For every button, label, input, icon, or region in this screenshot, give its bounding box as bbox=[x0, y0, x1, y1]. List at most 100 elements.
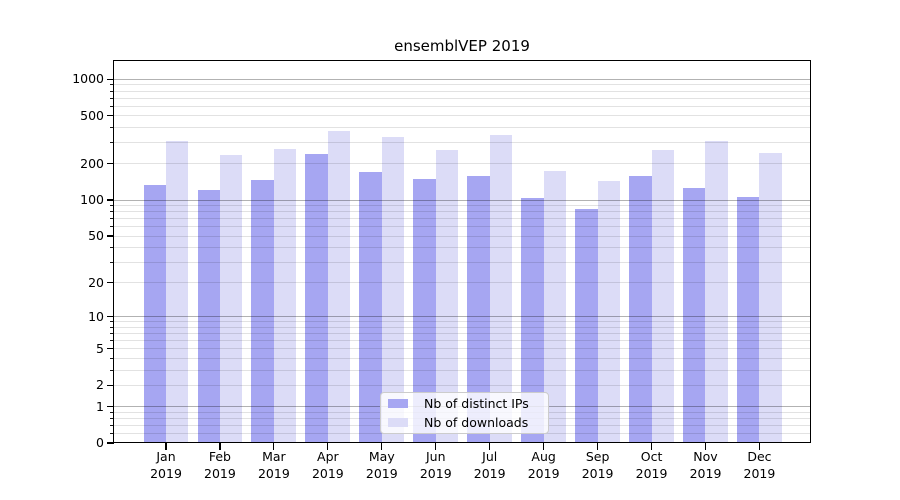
y-tick-label-100: 100 bbox=[80, 192, 104, 208]
y-tick-500 bbox=[106, 115, 114, 117]
x-tick-label-aug: Aug 2019 bbox=[527, 449, 560, 481]
bar-distinct-ips-feb bbox=[197, 190, 220, 443]
y-tick-label-10: 10 bbox=[88, 308, 104, 324]
y-minor-tick-8 bbox=[109, 326, 114, 328]
y-minor-tick-9 bbox=[109, 321, 114, 323]
bar-downloads-oct bbox=[651, 150, 674, 443]
x-tick-label-sep: Sep 2019 bbox=[581, 449, 614, 481]
x-tick-label-apr: Apr 2019 bbox=[311, 449, 344, 481]
y-minor-tick-70 bbox=[109, 218, 114, 220]
gridline-minor-5 bbox=[113, 348, 811, 350]
y-tick-1000 bbox=[106, 78, 114, 80]
x-tick-may bbox=[381, 443, 383, 450]
bar-distinct-ips-aug bbox=[521, 198, 544, 443]
gridline-minor-2 bbox=[113, 384, 811, 386]
gridline-minor-6 bbox=[113, 340, 811, 342]
x-tick-label-dec: Dec 2019 bbox=[743, 449, 776, 481]
y-tick-label-20: 20 bbox=[88, 274, 104, 290]
legend-item-downloads: Nb of downloads bbox=[381, 413, 548, 432]
y-minor-tick-300 bbox=[109, 142, 114, 144]
bar-distinct-ips-jul bbox=[467, 175, 490, 443]
y-tick-label-1000: 1000 bbox=[72, 71, 104, 87]
x-tick-jun bbox=[435, 443, 437, 450]
gridline-minor-800 bbox=[113, 90, 811, 92]
x-tick-label-may: May 2019 bbox=[365, 449, 398, 481]
y-minor-tick-90 bbox=[109, 205, 114, 207]
x-tick-label-jun: Jun 2019 bbox=[419, 449, 452, 481]
legend-swatch-distinct-ips bbox=[388, 399, 408, 408]
gridline-minor-900 bbox=[113, 84, 811, 86]
x-tick-label-jan: Jan 2019 bbox=[150, 449, 182, 481]
gridline-minor-400 bbox=[113, 126, 811, 128]
x-tick-label-mar: Mar 2019 bbox=[257, 449, 290, 481]
x-tick-nov bbox=[704, 443, 707, 450]
x-tick-oct bbox=[650, 443, 653, 450]
bar-distinct-ips-sep bbox=[575, 209, 598, 443]
gridline-minor-8 bbox=[113, 326, 811, 328]
gridline-minor-30 bbox=[113, 261, 811, 263]
gridline-minor-50 bbox=[113, 235, 811, 237]
y-minor-tick-40 bbox=[109, 247, 114, 249]
gridline-minor-4 bbox=[113, 357, 811, 359]
y-minor-tick-6 bbox=[109, 340, 114, 342]
legend-label-downloads: Nb of downloads bbox=[424, 415, 529, 430]
x-tick-sep bbox=[597, 443, 599, 450]
y-tick-label-2: 2 bbox=[96, 377, 104, 393]
bar-downloads-jan bbox=[165, 141, 189, 443]
y-tick-1 bbox=[106, 405, 114, 408]
legend: Nb of distinct IPs Nb of downloads bbox=[380, 392, 549, 434]
y-minor-tick-900 bbox=[109, 84, 114, 86]
bar-distinct-ips-oct bbox=[629, 175, 652, 443]
y-minor-tick-800 bbox=[109, 90, 114, 92]
chart-title: ensemblVEP 2019 bbox=[394, 37, 530, 55]
y-minor-tick-3 bbox=[109, 369, 114, 371]
bar-downloads-apr bbox=[327, 130, 351, 443]
x-tick-label-nov: Nov 2019 bbox=[689, 449, 722, 481]
gridline-minor-90 bbox=[113, 205, 811, 207]
y-minor-tick-4 bbox=[109, 357, 114, 359]
x-tick-feb bbox=[219, 443, 221, 450]
gridline-minor-70 bbox=[113, 218, 811, 220]
y-minor-tick-600 bbox=[109, 105, 114, 107]
gridline-minor-300 bbox=[113, 142, 811, 144]
x-tick-dec bbox=[758, 443, 761, 450]
gridline-minor-7 bbox=[113, 333, 811, 335]
y-minor-tick-80 bbox=[109, 211, 114, 213]
y-minor-tick-700 bbox=[109, 97, 114, 99]
plot-area bbox=[113, 60, 811, 443]
gridline-minor-700 bbox=[113, 97, 811, 99]
bar-downloads-aug bbox=[543, 170, 567, 443]
gridline-minor-500 bbox=[113, 115, 811, 117]
y-tick-20 bbox=[106, 282, 114, 284]
x-tick-mar bbox=[273, 443, 275, 450]
gridline-minor-200 bbox=[113, 163, 811, 165]
y-minor-tick-7 bbox=[109, 333, 114, 335]
y-minor-tick-0.6 bbox=[109, 417, 114, 419]
gridline-minor-20 bbox=[113, 282, 811, 284]
bar-distinct-ips-mar bbox=[251, 179, 274, 443]
y-minor-tick-0.8 bbox=[109, 411, 114, 413]
y-tick-label-500: 500 bbox=[80, 107, 104, 123]
bar-downloads-mar bbox=[273, 149, 297, 443]
bar-distinct-ips-nov bbox=[683, 187, 706, 443]
legend-label-distinct-ips: Nb of distinct IPs bbox=[424, 396, 529, 411]
y-tick-2 bbox=[106, 384, 114, 386]
bar-downloads-may bbox=[381, 136, 405, 443]
bar-distinct-ips-dec bbox=[737, 197, 760, 443]
gridline-minor-80 bbox=[113, 211, 811, 213]
bar-downloads-sep bbox=[597, 181, 620, 443]
x-tick-aug bbox=[543, 443, 545, 450]
y-tick-label-50: 50 bbox=[88, 228, 104, 244]
y-tick-label-5: 5 bbox=[96, 340, 104, 356]
bar-distinct-ips-apr bbox=[305, 154, 328, 443]
y-tick-100 bbox=[106, 199, 114, 201]
bar-downloads-dec bbox=[759, 153, 782, 443]
gridline-minor-3 bbox=[113, 369, 811, 371]
x-tick-label-feb: Feb 2019 bbox=[204, 449, 236, 481]
y-tick-5 bbox=[106, 348, 114, 350]
bar-distinct-ips-jan bbox=[143, 185, 166, 443]
x-tick-jan bbox=[165, 443, 167, 450]
y-minor-tick-0.4 bbox=[109, 424, 114, 426]
y-tick-10 bbox=[106, 316, 114, 318]
